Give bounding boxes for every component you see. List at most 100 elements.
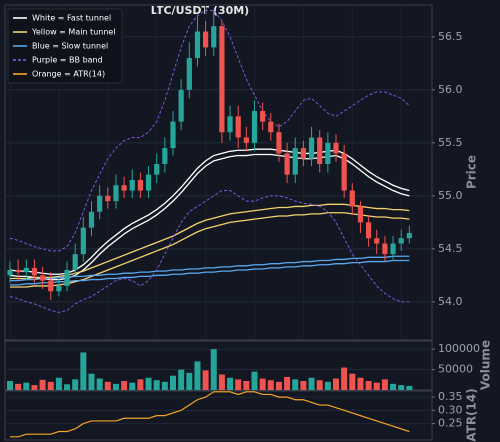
legend-label: Yellow = Main tunnel <box>31 28 116 37</box>
candle-body <box>292 148 298 175</box>
volume-bar <box>284 376 291 390</box>
legend-label: White = Fast tunnel <box>32 14 111 23</box>
volume-bar <box>365 381 372 390</box>
candle-body <box>129 179 135 191</box>
volume-bar <box>316 380 323 390</box>
volume-bar <box>39 379 46 390</box>
candle-body <box>80 227 86 255</box>
volume-bar <box>324 381 331 390</box>
candle-body <box>374 238 380 244</box>
volume-bar <box>96 378 103 390</box>
candle-body <box>121 185 127 191</box>
volume-bar <box>308 377 315 390</box>
candle-body <box>276 132 282 154</box>
y-tick-label: 100000 <box>438 342 480 355</box>
legend-label: Orange = ATR(14) <box>32 70 105 79</box>
volume-bar <box>47 381 54 390</box>
candle-body <box>186 58 192 90</box>
volume-bar <box>390 383 397 390</box>
candle-body <box>194 31 201 59</box>
candle-body <box>349 190 355 207</box>
volume-bar <box>235 379 242 390</box>
candle-body <box>211 26 217 48</box>
volume-bar <box>275 381 282 390</box>
atr-line <box>10 391 410 438</box>
volume-bar <box>55 377 62 390</box>
candle-body <box>398 238 404 244</box>
volume-bar <box>23 382 30 390</box>
volume-bar <box>178 369 185 390</box>
volume-bar <box>300 381 307 390</box>
volume-bar <box>15 383 22 390</box>
volume-bar <box>194 361 201 390</box>
volume-bar <box>137 379 144 390</box>
candle-body <box>48 280 54 292</box>
volume-bar <box>72 379 79 390</box>
candle-body <box>154 164 160 175</box>
volume-bar <box>333 378 339 390</box>
volume-bar <box>218 374 225 390</box>
volume-bar <box>349 373 356 390</box>
indicator-line <box>10 259 410 286</box>
volume-bar <box>292 379 299 390</box>
legend-label: Purple = BB band <box>32 56 103 65</box>
volume-bar <box>202 370 209 390</box>
volume-bar <box>80 352 87 390</box>
volume-bar <box>267 380 274 390</box>
chart-title: LTC/USDT (30M) <box>151 4 249 17</box>
volume-bar <box>121 381 128 390</box>
volume-bar <box>341 367 348 390</box>
volume-bar <box>243 381 250 390</box>
candle-body <box>56 285 62 292</box>
volume-bar <box>64 384 71 390</box>
candle-body <box>15 270 21 273</box>
candle-body <box>333 142 339 154</box>
candle-body <box>235 116 241 138</box>
candle-body <box>97 195 103 212</box>
volume-bar <box>381 379 388 390</box>
candle-body <box>300 148 306 159</box>
candle-body <box>390 243 396 255</box>
volume-bar <box>153 380 160 390</box>
candle-body <box>23 267 29 273</box>
indicator-line <box>10 255 410 282</box>
candle-body <box>317 137 323 165</box>
candle-body <box>251 111 258 143</box>
y-axis-title: Volume <box>479 340 493 390</box>
volume-panel <box>4 340 433 391</box>
y-tick-label: 54.5 <box>438 242 463 255</box>
legend-box <box>7 8 123 84</box>
volume-bar <box>373 382 380 390</box>
candle-body <box>88 211 95 228</box>
candle-body <box>105 195 111 202</box>
candle-body <box>341 153 347 191</box>
candle-body <box>357 206 364 223</box>
legend-label: Blue = Slow tunnel <box>32 42 108 51</box>
volume-bar <box>170 375 176 390</box>
volume-bar <box>129 382 136 390</box>
volume-bar <box>227 377 234 390</box>
candle-body <box>284 153 290 175</box>
volume-bar <box>112 383 119 390</box>
y-tick-label: 56.0 <box>438 83 463 96</box>
candle-body <box>227 116 233 133</box>
y-axis-title: ATR(14) <box>465 388 479 441</box>
volume-bar <box>161 381 168 390</box>
volume-bar <box>357 377 364 390</box>
candle-body <box>137 179 143 191</box>
candle-body <box>170 121 176 149</box>
candle-body <box>325 142 331 165</box>
volume-bar <box>210 349 217 390</box>
y-tick-label: 0.30 <box>438 403 463 416</box>
indicator-line <box>10 212 410 288</box>
candle-body <box>178 89 184 122</box>
y-tick-label: 50000 <box>438 363 473 376</box>
volume-bar <box>406 385 413 390</box>
volume-bar <box>186 372 193 390</box>
candle-body <box>308 137 315 159</box>
y-tick-label: 55.0 <box>438 189 463 202</box>
volume-bar <box>145 377 152 390</box>
y-tick-label: 0.25 <box>438 417 463 430</box>
candle-body <box>268 121 274 133</box>
